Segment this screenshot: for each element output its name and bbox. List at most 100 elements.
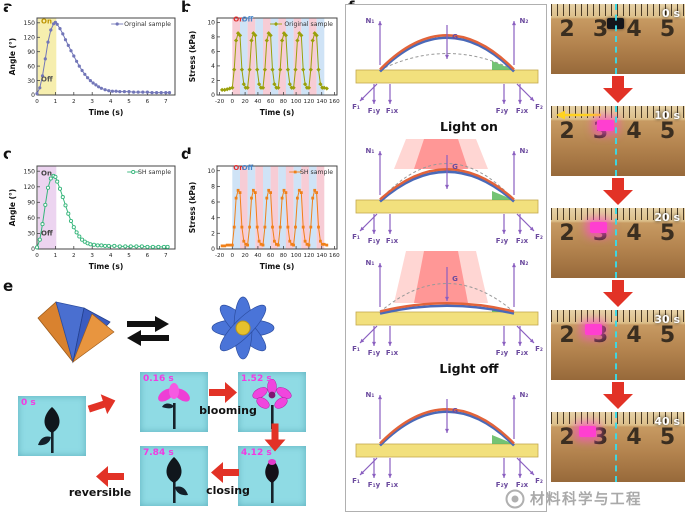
timestamp-label: 20 s (654, 211, 680, 224)
svg-text:120: 120 (24, 35, 36, 42)
svg-text:150: 150 (24, 168, 36, 175)
timestamp-label: 40 s (654, 415, 680, 428)
panel-label-c: c (3, 147, 12, 162)
svg-text:F₂y: F₂y (496, 349, 509, 357)
svg-text:7: 7 (164, 99, 168, 105)
ruler-number: 2 (559, 17, 575, 42)
panel-label-e: e (3, 277, 14, 295)
svg-text:On: On (233, 16, 244, 24)
step-arrow-left (96, 466, 124, 487)
svg-text:8: 8 (211, 184, 215, 191)
svg-text:0: 0 (231, 253, 235, 259)
closed-flower-illustration (37, 301, 115, 364)
svg-text:Orginal sample: Orginal sample (124, 21, 171, 28)
svg-text:60: 60 (267, 99, 275, 105)
flower-photo-016s: 0.16 s (140, 372, 208, 432)
svg-text:4: 4 (211, 215, 215, 222)
svg-text:6: 6 (211, 49, 215, 56)
down-arrow-icon (603, 280, 633, 307)
svg-text:20: 20 (242, 253, 250, 259)
ruler-ticks (551, 310, 685, 322)
svg-text:F₁y: F₁y (368, 237, 381, 245)
svg-text:120: 120 (304, 253, 315, 259)
reference-dashed-line (615, 412, 618, 482)
svg-text:F₁: F₁ (352, 345, 360, 353)
svg-text:90: 90 (27, 49, 35, 56)
svg-text:8: 8 (211, 34, 215, 41)
reversible-caption: reversible (68, 486, 132, 499)
ruler-number: 5 (659, 425, 676, 450)
ruler-number: 5 (659, 221, 676, 246)
ruler-photo-40s: 2 3 4 5 40 s (551, 412, 685, 482)
svg-text:F₂: F₂ (535, 345, 543, 353)
svg-text:-20: -20 (215, 253, 225, 259)
chart-d-stress-sh: -20 0 20 40 60 80 100 120 140 160 0 2 4 6 8 10 Time (s) S… (188, 154, 342, 272)
svg-text:6: 6 (211, 199, 215, 206)
svg-text:Stress (kPa): Stress (kPa) (188, 182, 197, 234)
open-flower-illustration (211, 296, 275, 360)
svg-text:N₁: N₁ (366, 259, 375, 267)
svg-text:5: 5 (127, 99, 131, 105)
watermark-logo-icon (505, 489, 525, 508)
svg-text:F₁x: F₁x (386, 481, 399, 489)
svg-text:0: 0 (35, 99, 39, 105)
timestamp-label: 4.12 s (241, 448, 272, 458)
svg-text:2: 2 (72, 253, 76, 259)
svg-text:3: 3 (90, 253, 94, 259)
svg-text:100: 100 (291, 99, 302, 105)
svg-text:N₂: N₂ (520, 259, 529, 267)
svg-text:F₂: F₂ (535, 233, 543, 241)
svg-text:G: G (452, 407, 458, 415)
svg-text:6: 6 (146, 99, 150, 105)
svg-text:100: 100 (291, 253, 302, 259)
svg-text:Off: Off (242, 16, 254, 24)
svg-text:0: 0 (35, 253, 39, 259)
chart-b-stress-original: -20 0 20 40 60 80 100 120 140 160 0 2 4 6 8 10 Time (s) S… (188, 6, 342, 118)
ruler-ticks (551, 208, 685, 220)
svg-text:10: 10 (207, 168, 215, 175)
force-diagram-light-on: N₁ N₂ G F₁y F₁x F₁ F₂y F₂x F₂ (346, 139, 548, 247)
svg-text:F₂x: F₂x (516, 107, 529, 115)
svg-text:F₁y: F₁y (368, 349, 381, 357)
force-diagram-recovered: N₁ N₂ G F₁y F₁x F₁ F₂y F₂x F₂ (346, 383, 548, 491)
svg-text:F₂x: F₂x (516, 481, 529, 489)
ruler-photo-strip: 2 3 4 5 0 s 2 3 4 5 10 s 2 3 (551, 4, 685, 490)
svg-text:-20: -20 (215, 99, 225, 105)
watermark: 材料科学与工程 (505, 488, 642, 509)
svg-text:120: 120 (24, 184, 36, 191)
reference-dashed-line (615, 4, 618, 74)
svg-text:SH sample: SH sample (138, 169, 171, 176)
svg-text:5: 5 (127, 253, 131, 259)
force-diagram-initial: N₁ N₂ G F₁y F₁x F₁ F₂y F₂x F₂ (346, 9, 548, 117)
svg-text:0: 0 (31, 92, 35, 99)
closing-flower-silhouette (265, 459, 279, 503)
timestamp-label: 30 s (654, 313, 680, 326)
svg-text:Angle (°): Angle (°) (8, 38, 17, 75)
svg-text:N₂: N₂ (520, 391, 529, 399)
svg-text:F₂y: F₂y (496, 107, 509, 115)
svg-text:40: 40 (254, 253, 262, 259)
svg-text:0: 0 (231, 99, 235, 105)
svg-text:F₁x: F₁x (386, 349, 399, 357)
svg-text:2: 2 (211, 231, 215, 238)
svg-text:80: 80 (280, 253, 288, 259)
closed-bud-silhouette (38, 407, 60, 453)
timestamp-label: 7.84 s (143, 448, 174, 458)
ruler-number: 4 (626, 323, 642, 348)
panel-f-force-diagrams: N₁ N₂ G F₁y F₁x F₁ F₂y F₂x F₂ Light on N₁ N₂ G F₁y F… (345, 4, 547, 512)
ruler-ticks (551, 4, 685, 16)
ruler-number: 5 (659, 17, 676, 42)
svg-text:Time (s): Time (s) (89, 262, 124, 271)
ruler-number: 4 (626, 119, 642, 144)
svg-text:30: 30 (27, 78, 35, 85)
svg-text:90: 90 (27, 200, 35, 207)
reference-dashed-line (615, 106, 618, 176)
down-arrow-icon (603, 178, 633, 205)
ruler-number: 2 (559, 221, 575, 246)
ruler-number: 2 (559, 425, 575, 450)
timestamp-label: 0 s (21, 398, 36, 408)
svg-text:20: 20 (242, 99, 250, 105)
svg-text:N₁: N₁ (366, 391, 375, 399)
svg-text:N₁: N₁ (366, 17, 375, 25)
